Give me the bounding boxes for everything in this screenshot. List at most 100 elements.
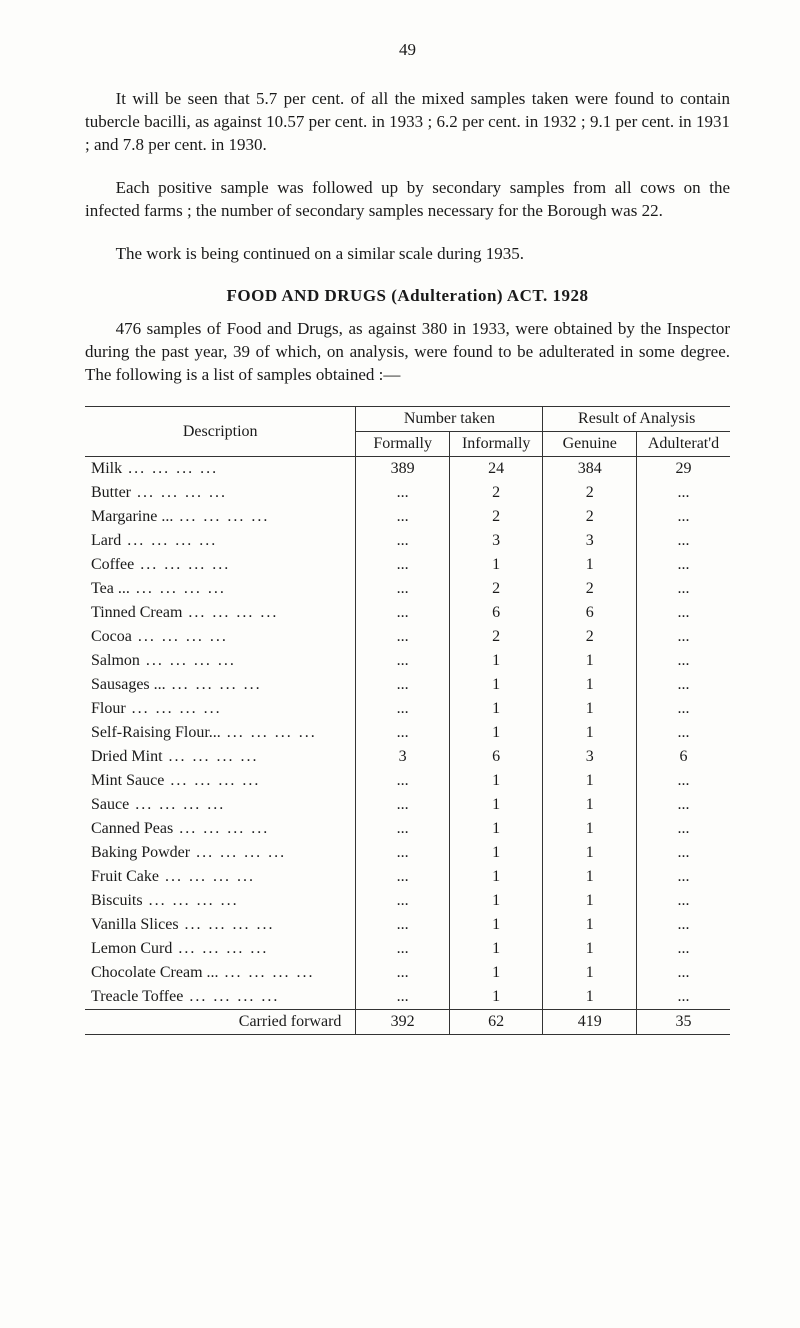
- cell-genuine: 1: [543, 985, 637, 1010]
- cell-description: Sauce... ... ... ...: [85, 793, 356, 817]
- cell-informally: 1: [449, 985, 543, 1010]
- cell-description: Salmon... ... ... ...: [85, 649, 356, 673]
- cell-adult: ...: [636, 553, 730, 577]
- leader-dots: ... ... ... ...: [179, 820, 349, 838]
- cell-informally: 1: [449, 697, 543, 721]
- row-label: Biscuits: [91, 892, 143, 910]
- row-label: Mint Sauce: [91, 772, 164, 790]
- cell-genuine: 1: [543, 889, 637, 913]
- table-row: Dried Mint... ... ... ...3636: [85, 745, 730, 769]
- leader-dots: ... ... ... ...: [132, 700, 350, 718]
- cell-informally: 3: [449, 529, 543, 553]
- cell-genuine: 1: [543, 817, 637, 841]
- paragraph-4: 476 samples of Food and Drugs, as agains…: [85, 318, 730, 387]
- cell-adult: 6: [636, 745, 730, 769]
- cell-adult: ...: [636, 817, 730, 841]
- cell-adult: ...: [636, 841, 730, 865]
- paragraph-2: Each positive sample was followed up by …: [85, 177, 730, 223]
- table-row: Sausages ...... ... ... ......11...: [85, 673, 730, 697]
- cell-formally: ...: [356, 577, 450, 601]
- col-informally: Informally: [449, 432, 543, 457]
- table-row: Sauce... ... ... ......11...: [85, 793, 730, 817]
- table-row: Milk... ... ... ...3892438429: [85, 457, 730, 482]
- cell-informally: 1: [449, 553, 543, 577]
- cell-description: Tea ...... ... ... ...: [85, 577, 356, 601]
- row-label: Canned Peas: [91, 820, 173, 838]
- cell-informally: 24: [449, 457, 543, 482]
- leader-dots: ... ... ... ...: [138, 628, 350, 646]
- cell-formally: ...: [356, 889, 450, 913]
- cell-formally: ...: [356, 553, 450, 577]
- cell-informally: 1: [449, 961, 543, 985]
- cell-adult: ...: [636, 577, 730, 601]
- row-label: Salmon: [91, 652, 140, 670]
- cell-informally: 1: [449, 721, 543, 745]
- cell-genuine: 3: [543, 745, 637, 769]
- cell-description: Mint Sauce... ... ... ...: [85, 769, 356, 793]
- cell-genuine: 1: [543, 721, 637, 745]
- cell-informally: 1: [449, 673, 543, 697]
- page-number: 49: [85, 40, 730, 60]
- row-label: Sausages ...: [91, 676, 166, 694]
- cell-informally: 2: [449, 577, 543, 601]
- table-row: Fruit Cake... ... ... ......11...: [85, 865, 730, 889]
- table-row: Tinned Cream... ... ... ......66...: [85, 601, 730, 625]
- cell-informally: 1: [449, 841, 543, 865]
- document-page: 49 It will be seen that 5.7 per cent. of…: [0, 0, 800, 1328]
- cell-formally: ...: [356, 793, 450, 817]
- leader-dots: ... ... ... ...: [188, 604, 349, 622]
- leader-dots: ... ... ... ...: [136, 580, 350, 598]
- cell-formally: ...: [356, 673, 450, 697]
- cell-formally: ...: [356, 865, 450, 889]
- footer-formally: 392: [356, 1010, 450, 1035]
- cell-formally: ...: [356, 817, 450, 841]
- cell-informally: 2: [449, 481, 543, 505]
- cell-genuine: 1: [543, 697, 637, 721]
- cell-formally: ...: [356, 721, 450, 745]
- leader-dots: ... ... ... ...: [179, 508, 349, 526]
- leader-dots: ... ... ... ...: [149, 892, 350, 910]
- col-description: Description: [85, 407, 356, 457]
- cell-informally: 1: [449, 769, 543, 793]
- cell-adult: ...: [636, 649, 730, 673]
- cell-informally: 1: [449, 649, 543, 673]
- cell-genuine: 6: [543, 601, 637, 625]
- row-label: Margarine ...: [91, 508, 173, 526]
- footer-adulterated: 35: [636, 1010, 730, 1035]
- row-label: Coffee: [91, 556, 134, 574]
- cell-formally: ...: [356, 625, 450, 649]
- cell-genuine: 1: [543, 937, 637, 961]
- leader-dots: ... ... ... ...: [128, 460, 349, 478]
- row-label: Tinned Cream: [91, 604, 182, 622]
- cell-description: Cocoa... ... ... ...: [85, 625, 356, 649]
- cell-formally: 3: [356, 745, 450, 769]
- col-genuine: Genuine: [543, 432, 637, 457]
- table-row: Mint Sauce... ... ... ......11...: [85, 769, 730, 793]
- row-label: Self-Raising Flour...: [91, 724, 221, 742]
- cell-informally: 1: [449, 937, 543, 961]
- cell-adult: ...: [636, 721, 730, 745]
- cell-formally: ...: [356, 937, 450, 961]
- col-adulterated: Adulterat'd: [636, 432, 730, 457]
- footer-informally: 62: [449, 1010, 543, 1035]
- cell-description: Treacle Toffee... ... ... ...: [85, 985, 356, 1010]
- cell-genuine: 1: [543, 673, 637, 697]
- row-label: Treacle Toffee: [91, 988, 183, 1006]
- row-label: Lemon Curd: [91, 940, 172, 958]
- cell-description: Baking Powder... ... ... ...: [85, 841, 356, 865]
- cell-adult: ...: [636, 889, 730, 913]
- cell-adult: ...: [636, 985, 730, 1010]
- cell-genuine: 1: [543, 913, 637, 937]
- leader-dots: ... ... ... ...: [169, 748, 350, 766]
- cell-informally: 1: [449, 913, 543, 937]
- cell-formally: ...: [356, 985, 450, 1010]
- cell-description: Butter... ... ... ...: [85, 481, 356, 505]
- cell-description: Vanilla Slices... ... ... ...: [85, 913, 356, 937]
- samples-table: Description Number taken Result of Analy…: [85, 406, 730, 1035]
- cell-genuine: 1: [543, 649, 637, 673]
- cell-informally: 2: [449, 625, 543, 649]
- leader-dots: ... ... ... ...: [185, 916, 350, 934]
- leader-dots: ... ... ... ...: [178, 940, 349, 958]
- table-row: Margarine ...... ... ... ......22...: [85, 505, 730, 529]
- cell-genuine: 3: [543, 529, 637, 553]
